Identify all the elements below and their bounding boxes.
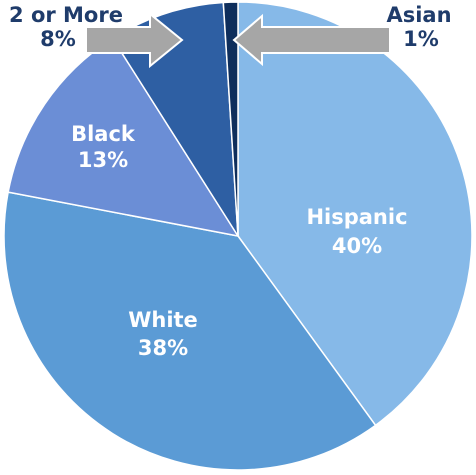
arrow-2-or-more [85, 11, 184, 69]
label-white-value: 38% [138, 336, 188, 360]
label-asian-value: 1% [403, 27, 439, 51]
callout-arrows [85, 11, 391, 69]
slice-asian [222, 1, 239, 237]
label-black-name: Black [71, 122, 136, 146]
label-2-or-more-value: 8% [40, 27, 76, 51]
label-black-value: 13% [78, 148, 128, 172]
label-2-or-more-name: 2 or More [9, 3, 123, 27]
arrow-asian [232, 13, 391, 67]
slice-hispanic [237, 1, 473, 427]
label-white-name: White [128, 308, 198, 332]
label-asian-name: Asian [386, 3, 451, 27]
label-hispanic-value: 40% [332, 234, 382, 258]
slice-white [3, 191, 377, 471]
label-hispanic-name: Hispanic [306, 205, 407, 229]
pie-slices [3, 1, 473, 471]
